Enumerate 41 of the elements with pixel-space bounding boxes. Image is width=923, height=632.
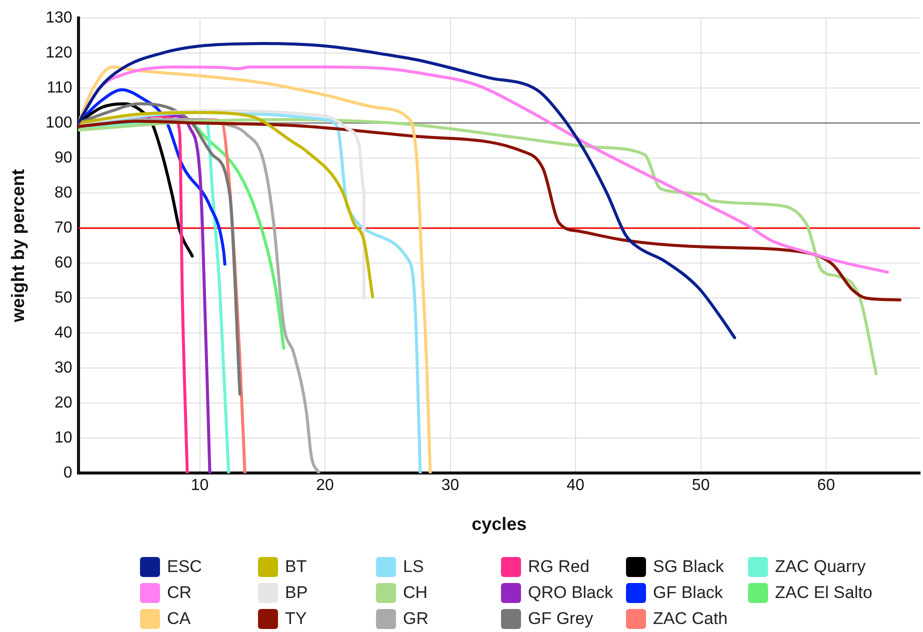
legend-label: GF Grey xyxy=(528,609,594,629)
y-tick-label: 70 xyxy=(54,220,72,236)
legend-label: BT xyxy=(285,557,307,577)
y-tick-label: 80 xyxy=(54,184,72,202)
legend-label: QRO Black xyxy=(528,583,614,603)
legend-label: GF Black xyxy=(653,583,723,603)
legend-label: TY xyxy=(285,609,307,629)
y-tick-label: 0 xyxy=(63,464,72,482)
legend-label: ZAC Cath xyxy=(653,609,728,629)
x-tick-label: 10 xyxy=(190,477,209,494)
y-tick-label: 30 xyxy=(54,360,72,377)
y-axis-title: weight by percent xyxy=(8,169,28,324)
y-tick-label: 100 xyxy=(46,114,72,132)
y-tick-label: 130 xyxy=(46,9,72,26)
legend-label: RG Red xyxy=(528,557,590,577)
legend-label: CH xyxy=(403,583,428,603)
legend-label: LS xyxy=(403,557,424,577)
x-tick-label: 20 xyxy=(316,477,334,494)
x-tick-label: 50 xyxy=(692,477,710,494)
y-tick-label: 50 xyxy=(54,290,72,307)
line-series xyxy=(78,42,736,340)
legend-label: ZAC El Salto xyxy=(775,583,872,603)
legend-label: BP xyxy=(285,583,308,603)
y-tick-label: 60 xyxy=(54,254,72,272)
legend-label: CR xyxy=(167,583,192,603)
y-tick-label: 90 xyxy=(54,149,72,166)
legend-label: GR xyxy=(403,609,428,629)
x-axis-title: cycles xyxy=(472,514,527,534)
y-tick-label: 40 xyxy=(54,324,72,342)
y-tick-label: 110 xyxy=(46,79,72,96)
legend-label: SG Black xyxy=(653,557,724,577)
y-tick-label: 120 xyxy=(46,44,72,62)
y-tick-label: 20 xyxy=(54,394,72,412)
legend-label: CA xyxy=(167,609,191,629)
line-series xyxy=(78,120,902,302)
x-tick-label: 30 xyxy=(441,477,460,494)
legend-label: ESC xyxy=(167,557,202,577)
x-tick-label: 40 xyxy=(566,477,585,494)
y-tick-label: 10 xyxy=(54,430,72,447)
legend-label: ZAC Quarry xyxy=(775,557,866,577)
x-tick-label: 60 xyxy=(817,477,836,494)
